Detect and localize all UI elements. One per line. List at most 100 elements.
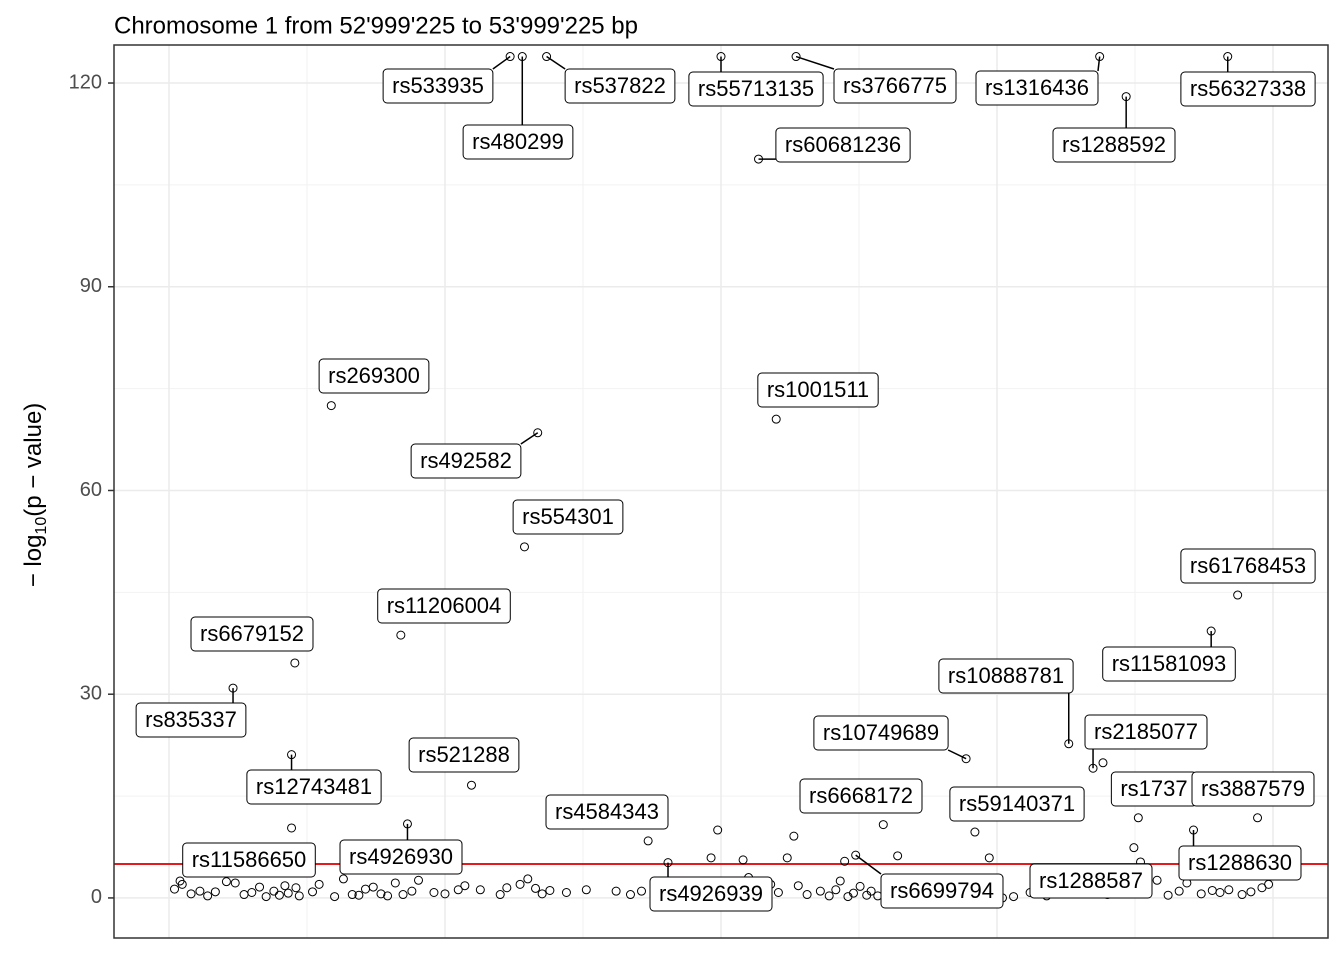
label-box xyxy=(512,499,624,535)
label-segment xyxy=(492,55,511,70)
label-box xyxy=(410,443,522,479)
point-label: rs3766775 xyxy=(833,68,957,104)
point xyxy=(398,890,408,900)
point xyxy=(625,890,635,900)
label-text: rs537822 xyxy=(574,73,666,98)
point xyxy=(368,882,378,892)
point xyxy=(773,888,783,898)
label-box xyxy=(462,124,574,160)
point-label: rs835337 xyxy=(135,702,247,738)
point xyxy=(390,878,400,888)
point xyxy=(261,892,271,902)
label-text: rs56327338 xyxy=(1190,76,1306,101)
point xyxy=(1237,890,1247,900)
label-text: rs554301 xyxy=(522,504,614,529)
label-box xyxy=(880,873,1004,909)
point xyxy=(1088,763,1098,773)
label-box xyxy=(688,71,824,107)
point xyxy=(831,885,841,895)
point xyxy=(221,877,231,887)
point xyxy=(738,855,748,865)
label-box xyxy=(1052,127,1176,163)
label-box xyxy=(564,68,676,104)
point xyxy=(531,883,541,893)
point xyxy=(866,886,876,896)
point xyxy=(789,831,799,841)
label-box xyxy=(1180,71,1316,107)
point xyxy=(1152,875,1162,885)
label-box xyxy=(757,372,879,408)
label-text: rs3766775 xyxy=(843,73,947,98)
point xyxy=(195,886,205,896)
point xyxy=(203,891,213,901)
point xyxy=(330,892,340,902)
point xyxy=(283,888,293,898)
y-axis-label: − log10(p − value) xyxy=(20,403,50,588)
point xyxy=(1264,879,1274,889)
point-label: rs11586650 xyxy=(182,842,316,878)
point xyxy=(291,883,301,893)
point xyxy=(961,754,971,764)
point xyxy=(466,780,476,790)
point xyxy=(824,891,834,901)
label-text: rs480299 xyxy=(472,129,564,154)
point xyxy=(1189,825,1199,835)
point xyxy=(1215,888,1225,898)
point-label: rs4926939 xyxy=(649,876,773,912)
y-label-part: (p − value) xyxy=(20,403,47,517)
point xyxy=(414,875,424,885)
point-label: rs56327338 xyxy=(1180,71,1316,107)
label-box xyxy=(246,769,382,805)
label-text: rs1288630 xyxy=(1188,850,1292,875)
point xyxy=(893,851,903,861)
label-text: rs6699794 xyxy=(890,878,994,903)
point xyxy=(287,823,297,833)
label-box xyxy=(135,702,247,738)
label-text: rs1737 xyxy=(1120,776,1187,801)
point xyxy=(515,879,525,889)
point-label: rs60681236 xyxy=(775,127,911,163)
point xyxy=(1174,886,1184,896)
y-label-sub: 10 xyxy=(33,517,50,535)
point xyxy=(1129,843,1139,853)
label-box xyxy=(1029,863,1153,899)
point xyxy=(402,819,412,829)
point xyxy=(855,881,865,891)
label-box xyxy=(975,70,1099,106)
label-box xyxy=(775,127,911,163)
point xyxy=(1121,92,1131,102)
point xyxy=(502,883,512,893)
label-box xyxy=(545,794,669,830)
point xyxy=(791,52,801,62)
point xyxy=(460,881,470,891)
point-label: rs480299 xyxy=(462,124,574,160)
label-box xyxy=(938,658,1074,694)
label-segment xyxy=(1097,56,1101,72)
label-text: rs533935 xyxy=(392,73,484,98)
label-box xyxy=(408,737,520,773)
point-label: rs6679152 xyxy=(190,616,314,652)
point xyxy=(771,414,781,424)
point xyxy=(545,885,555,895)
point xyxy=(782,853,792,863)
label-box xyxy=(1102,646,1236,682)
label-text: rs11581093 xyxy=(1112,651,1227,676)
point xyxy=(396,630,406,640)
point xyxy=(429,888,439,898)
point xyxy=(984,853,994,863)
point xyxy=(537,889,547,899)
point-label: rs61768453 xyxy=(1180,548,1316,584)
label-segment xyxy=(795,55,835,70)
label-text: rs1316436 xyxy=(985,75,1089,100)
point xyxy=(1098,758,1108,768)
point xyxy=(878,820,888,830)
label-box xyxy=(182,842,316,878)
point xyxy=(706,853,716,863)
label-segment xyxy=(947,749,967,760)
point xyxy=(230,878,240,888)
y-label-part: − log xyxy=(20,535,47,588)
label-text: rs61768453 xyxy=(1190,553,1306,578)
point xyxy=(637,886,647,896)
